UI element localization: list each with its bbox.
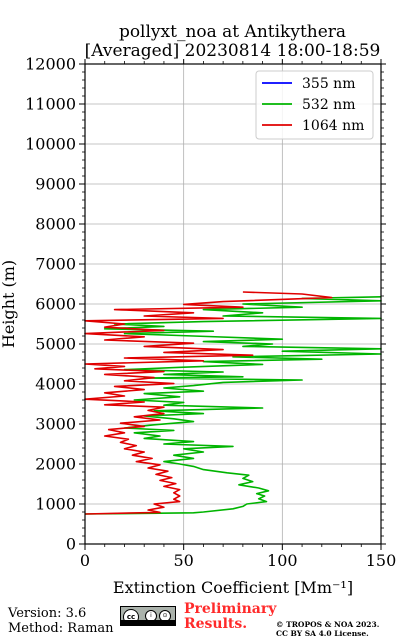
y-tick-label: 8000 <box>35 215 76 234</box>
preliminary-results-label: Preliminary Results. <box>184 601 277 632</box>
legend-label: 1064 nm <box>302 118 364 134</box>
y-tick-label: 9000 <box>35 175 76 194</box>
y-tick-label: 11000 <box>25 95 76 114</box>
y-tick-label: 12000 <box>25 55 76 74</box>
x-tick-label: 150 <box>366 551 397 570</box>
version-label: Version: 3.6 <box>8 606 87 621</box>
y-tick-label: 4000 <box>35 375 76 394</box>
y-tick-label: 7000 <box>35 255 76 274</box>
copyright-line-2: CC BY SA 4.0 License. <box>276 629 369 638</box>
chart-title-line-2: [Averaged] 20230814 18:00-18:59 <box>84 41 381 61</box>
axes: 0 50 100 150 0 1000 2000 3000 4000 5000 6000 7000 80… <box>0 55 396 598</box>
legend: 355 nm 532 nm 1064 nm <box>255 70 374 140</box>
y-tick-label: 1000 <box>35 495 76 514</box>
method-label: Method: Raman <box>8 621 114 636</box>
series-line-1064-nm <box>84 291 333 515</box>
x-tick-label: 100 <box>267 551 298 570</box>
chart-title-line-1: pollyxt_noa at Antikythera <box>118 22 347 42</box>
copyright-notice: © TROPOS & NOA 2023. CC BY SA 4.0 Licens… <box>276 620 379 638</box>
y-tick-label: 10000 <box>25 135 76 154</box>
cc-license-icon: cc i ⊙ <box>120 606 176 626</box>
y-tick-label: 5000 <box>35 335 76 354</box>
x-tick-label: 50 <box>173 551 193 570</box>
x-axis-label: Extinction Coefficient [Mm⁻¹] <box>113 578 353 597</box>
y-tick-label: 0 <box>66 535 76 554</box>
legend-label: 532 nm <box>302 97 355 113</box>
x-tick-label: 0 <box>80 551 90 570</box>
y-axis-label: Height (m) <box>0 260 18 348</box>
y-tick-label: 2000 <box>35 455 76 474</box>
copyright-line-1: © TROPOS & NOA 2023. <box>276 620 380 629</box>
series-line-532-nm <box>84 296 382 515</box>
y-tick-label: 3000 <box>35 415 76 434</box>
y-tick-label: 6000 <box>35 295 76 314</box>
legend-label: 355 nm <box>302 76 355 92</box>
series-layer <box>84 291 382 515</box>
legend-box <box>255 70 374 140</box>
